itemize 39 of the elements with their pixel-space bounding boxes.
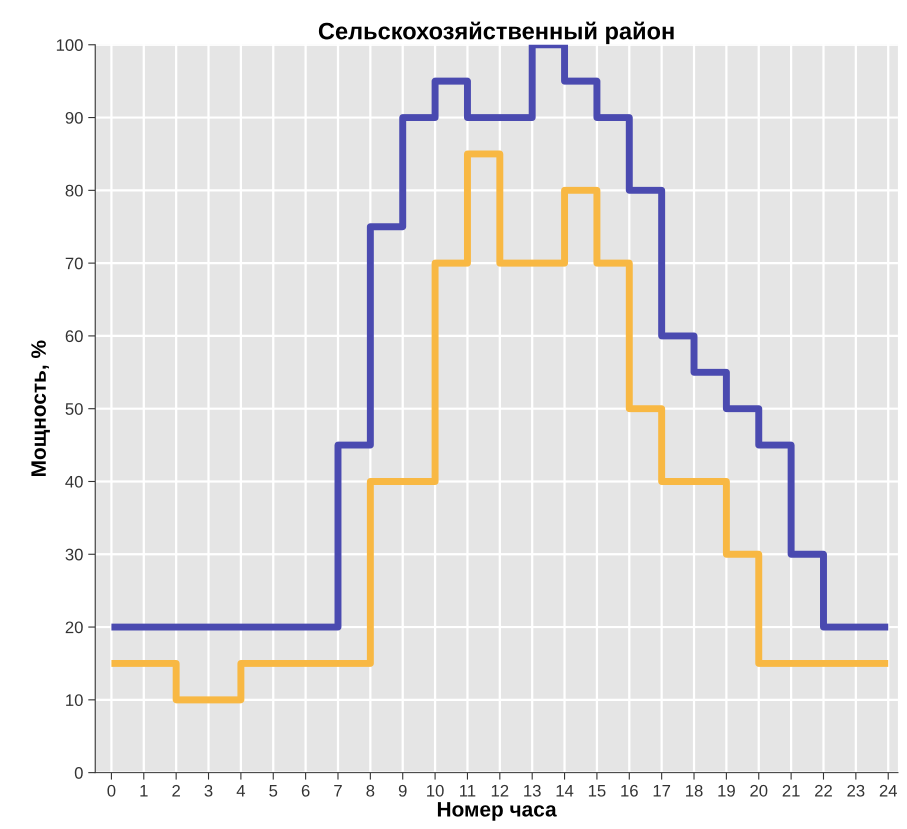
x-tick-label: 13 [524, 784, 541, 797]
x-tick-label: 4 [236, 785, 246, 797]
y-tick-label: 80 [66, 184, 83, 197]
x-axis-title: Номер часа [438, 802, 557, 821]
x-tick-label: 23 [847, 784, 864, 797]
x-tick-label: 8 [366, 784, 374, 797]
y-tick-label: 70 [66, 258, 83, 270]
y-tick-label: 30 [66, 548, 83, 560]
y-tick-label: 60 [66, 330, 83, 342]
x-tick-label: 22 [815, 784, 832, 797]
y-tick-label: 0 [74, 767, 83, 779]
x-tick-label: 3 [204, 784, 212, 797]
chart-title: Сельскохозяйственный район [318, 22, 674, 44]
y-tick-label: 50 [66, 403, 83, 415]
x-tick-label: 5 [269, 785, 278, 797]
x-tick-label: 2 [172, 784, 180, 797]
y-tick-label: 10 [66, 694, 83, 706]
x-tick-label: 16 [621, 784, 638, 797]
x-tick-label: 20 [750, 784, 768, 797]
x-tick-label: 9 [398, 784, 407, 797]
x-tick-label: 12 [492, 784, 508, 797]
x-tick-label: 7 [334, 785, 342, 797]
x-tick-label: 6 [302, 784, 310, 797]
x-tick-label: 10 [427, 784, 444, 797]
y-tick-label: 20 [66, 621, 83, 634]
x-tick-label: 21 [782, 784, 800, 797]
x-tick-label: 11 [460, 785, 476, 797]
x-tick-label: 17 [654, 785, 670, 797]
y-tick-label: 90 [66, 112, 83, 124]
y-tick-label: 100 [56, 39, 83, 51]
x-tick-label: 1 [140, 785, 148, 797]
x-tick-label: 19 [718, 784, 735, 797]
x-tick-label: 15 [588, 785, 606, 797]
y-tick-label: 40 [65, 476, 83, 488]
x-tick-label: 24 [880, 784, 897, 797]
x-tick-label: 0 [107, 784, 116, 797]
x-tick-label: 18 [686, 784, 703, 797]
y-axis-title: Мощность, % [31, 340, 50, 476]
x-tick-label: 14 [556, 785, 574, 797]
